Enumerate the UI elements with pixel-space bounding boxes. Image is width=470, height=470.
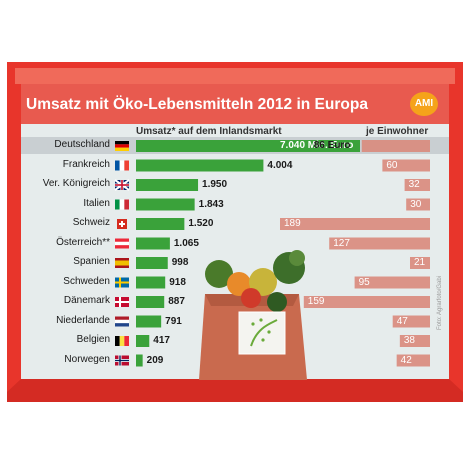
country-label: Belgien: [76, 334, 110, 345]
umsatz-bar: [136, 354, 143, 367]
je-einwohner-bar: [406, 198, 430, 211]
country-label: Ver. Königreich: [42, 178, 110, 189]
country-label: Dänemark: [63, 295, 110, 306]
frame-bottom-edge: [7, 379, 463, 402]
flag-se-icon: [115, 277, 129, 288]
umsatz-value-label: 998: [171, 257, 189, 268]
country-label: Niederlande: [56, 314, 110, 326]
frame-top-strip: [15, 68, 455, 84]
umsatz-bar: [136, 257, 168, 269]
right-column-header: je Einwohner: [366, 126, 429, 137]
ami-logo: AMI: [410, 92, 438, 116]
left-column-header: Umsatz* auf dem Inlandsmarkt: [136, 126, 282, 137]
photo-credit: Foto: Agrarfoto/Gabi: [437, 275, 443, 330]
chart-title: Umsatz mit Öko-Lebensmitteln 2012 in Eur…: [26, 96, 368, 113]
country-label: Österreich**: [56, 236, 110, 248]
flag-fr-icon: [115, 160, 129, 171]
poster-frame: [7, 62, 463, 402]
umsatz-bar: [136, 179, 199, 191]
je-einwohner-value-label: 32: [408, 179, 420, 190]
umsatz-value-label: 791: [165, 315, 182, 327]
country-label: Italien: [83, 197, 110, 209]
umsatz-bar: [136, 335, 150, 347]
umsatz-value-label: 1.843: [198, 198, 224, 210]
flag-es-icon: [115, 258, 129, 268]
umsatz-bar: [136, 296, 165, 308]
umsatz-bar: [136, 315, 162, 328]
umsatz-value-label: 417: [153, 335, 170, 346]
je-einwohner-value-label: 95: [358, 276, 370, 288]
umsatz-bar: [136, 198, 195, 211]
je-einwohner-value-label: 127: [333, 237, 350, 249]
umsatz-value-label: 1.950: [202, 179, 228, 190]
title-band: [21, 84, 449, 124]
umsatz-bar: [136, 159, 264, 172]
umsatz-value-label: 1.520: [188, 218, 214, 229]
country-label: Deutschland: [54, 139, 110, 150]
umsatz-value-label: 4.004: [267, 159, 293, 171]
je-einwohner-value-label: 42: [400, 354, 412, 366]
umsatz-value-label: 7.040 Mio. Euro: [280, 140, 354, 151]
country-label: Spanien: [73, 256, 110, 267]
flag-de-icon: [115, 141, 129, 151]
umsatz-bar: [136, 218, 185, 230]
je-einwohner-bar: [382, 159, 430, 172]
je-einwohner-bar: [361, 140, 430, 152]
umsatz-bar: [136, 276, 166, 289]
country-label: Schweiz: [72, 217, 110, 228]
flag-it-icon: [115, 199, 129, 210]
je-einwohner-value-label: 159: [307, 296, 325, 307]
je-einwohner-bar: [303, 296, 430, 308]
flag-gb-icon: [114, 179, 130, 191]
flag-nl-icon: [115, 316, 129, 327]
je-einwohner-bar: [354, 276, 430, 289]
umsatz-bar: [136, 237, 170, 250]
je-einwohner-value-label: 47: [396, 315, 408, 327]
je-einwohner-bar: [329, 237, 430, 250]
country-label: Schweden: [63, 275, 110, 287]
flag-at-icon: [115, 238, 129, 249]
flag-ch-icon: [117, 219, 127, 229]
umsatz-value-label: 887: [168, 296, 185, 307]
frame-graphic: [7, 62, 463, 402]
bars-group: [21, 137, 449, 367]
umsatz-value-label: 918: [169, 276, 186, 288]
flag-dk-icon: [115, 297, 129, 307]
flag-no-icon: [115, 355, 129, 366]
je-einwohner-bar: [410, 257, 430, 269]
umsatz-value-label: 1.065: [173, 237, 199, 249]
country-label: Frankreich: [62, 158, 110, 170]
flag-be-icon: [115, 336, 129, 346]
je-einwohner-bar: [280, 218, 430, 230]
je-einwohner-value-label: 38: [403, 335, 415, 346]
je-einwohner-bar: [399, 335, 430, 347]
country-label: Norwegen: [64, 353, 110, 365]
je-einwohner-bar: [392, 315, 430, 328]
je-einwohner-value-label: 60: [386, 159, 398, 171]
je-einwohner-bar: [396, 354, 430, 367]
umsatz-value-label: 209: [146, 354, 164, 366]
grocery-bag-illustration: [199, 250, 307, 380]
umsatz-bar: [136, 140, 360, 152]
je-einwohner-bar: [404, 179, 430, 191]
je-einwohner-value-label: 189: [284, 218, 301, 229]
je-einwohner-value-label: 86 Euro: [313, 140, 351, 151]
je-einwohner-value-label: 21: [414, 257, 426, 268]
je-einwohner-value-label: 30: [410, 198, 422, 210]
